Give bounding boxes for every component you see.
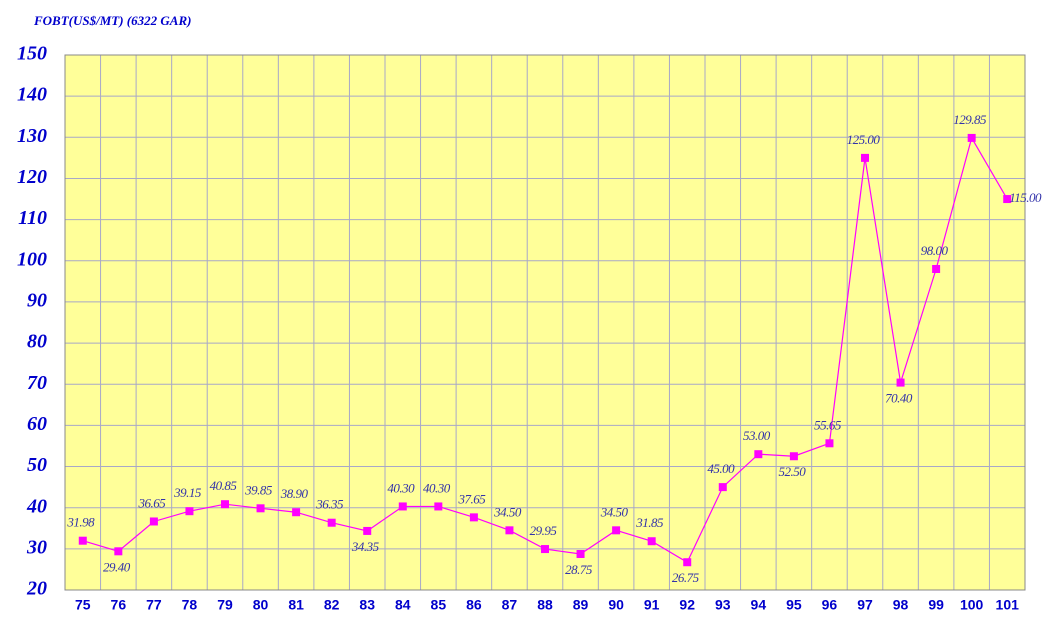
value-label: 29.95 (530, 523, 558, 538)
value-label: 36.35 (315, 497, 344, 512)
marker (647, 537, 656, 546)
marker (185, 507, 194, 516)
marker (932, 265, 941, 273)
value-label: 53.00 (743, 428, 771, 443)
x-tick-label: 82 (324, 597, 340, 613)
marker (114, 547, 123, 556)
value-label: 129.85 (953, 112, 987, 127)
y-tick-label: 150 (17, 43, 47, 65)
x-tick-label: 90 (608, 597, 624, 613)
marker (612, 526, 621, 535)
marker (754, 450, 763, 459)
x-tick-label: 92 (679, 597, 695, 613)
marker (434, 502, 443, 511)
value-label: 55.65 (814, 417, 842, 432)
y-tick-label: 90 (27, 290, 47, 312)
plot-area (65, 55, 1025, 590)
marker (505, 526, 514, 535)
x-tick-label: 77 (146, 597, 162, 613)
marker (683, 558, 692, 567)
value-label: 52.50 (779, 464, 807, 479)
x-tick-label: 94 (751, 597, 767, 613)
chart-title: FOBT(US$/MT) (6322 GAR) (33, 13, 191, 28)
value-label: 36.65 (138, 495, 167, 510)
marker (1003, 195, 1012, 204)
y-tick-label: 120 (17, 166, 47, 188)
y-tick-label: 20 (26, 578, 47, 600)
x-tick-label: 99 (928, 597, 944, 613)
y-tick-label: 100 (17, 248, 47, 270)
value-label: 28.75 (565, 562, 593, 577)
marker (541, 545, 549, 554)
value-label: 34.50 (493, 504, 522, 519)
value-label: 26.75 (672, 570, 700, 585)
x-tick-label: 86 (466, 597, 482, 613)
value-label: 70.40 (885, 391, 913, 406)
x-tick-label: 95 (786, 597, 802, 613)
x-tick-label: 78 (182, 597, 198, 613)
x-tick-label: 100 (960, 597, 984, 613)
marker (292, 508, 301, 517)
value-label: 40.30 (423, 480, 451, 495)
value-label: 40.30 (387, 480, 415, 495)
marker (718, 483, 727, 492)
plot-border (64, 54, 1026, 591)
x-tick-label: 75 (75, 597, 91, 613)
value-label: 31.85 (635, 515, 664, 530)
y-tick-label: 80 (27, 331, 47, 353)
marker (967, 133, 976, 142)
x-tick-label: 76 (111, 597, 127, 613)
x-tick-label: 85 (431, 597, 447, 613)
marker (78, 536, 87, 545)
value-label: 39.15 (173, 485, 202, 500)
y-tick-label: 60 (27, 413, 47, 435)
y-tick-label: 30 (26, 536, 47, 558)
value-label: 39.85 (244, 482, 273, 497)
x-tick-label: 81 (288, 597, 304, 613)
x-tick-label: 79 (217, 597, 233, 613)
x-tick-label: 88 (537, 597, 553, 613)
marker (825, 439, 834, 448)
x-tick-label: 91 (644, 597, 660, 613)
value-label: 45.00 (707, 461, 735, 476)
value-label: 34.35 (351, 539, 380, 554)
y-tick-label: 40 (26, 495, 47, 517)
x-tick-label: 87 (502, 597, 518, 613)
marker (789, 452, 798, 461)
marker (896, 378, 905, 387)
marker (398, 502, 407, 511)
marker (256, 504, 265, 513)
marker (861, 153, 869, 162)
x-tick-label: 89 (573, 597, 589, 613)
y-tick-label: 140 (17, 84, 47, 106)
value-label: 40.85 (210, 478, 238, 493)
marker (221, 500, 229, 509)
x-tick-label: 83 (359, 597, 375, 613)
value-label: 125.00 (847, 132, 881, 147)
x-tick-label: 80 (253, 597, 269, 613)
x-tick-label: 97 (857, 597, 873, 613)
value-label: 98.00 (921, 243, 949, 258)
value-label: 29.40 (103, 559, 131, 574)
value-label: 34.50 (600, 504, 629, 519)
value-label: 38.90 (280, 486, 309, 501)
y-tick-label: 110 (18, 207, 47, 229)
marker (469, 513, 478, 522)
x-tick-label: 96 (822, 597, 838, 613)
y-tick-label: 50 (27, 454, 47, 476)
value-label: 31.98 (66, 515, 95, 530)
x-tick-label: 84 (395, 597, 411, 613)
marker (149, 517, 158, 526)
x-tick-label: 98 (893, 597, 909, 613)
marker (576, 549, 585, 558)
x-tick-label: 101 (996, 597, 1020, 613)
y-tick-label: 70 (27, 372, 47, 394)
marker (363, 526, 372, 535)
value-label: 115.00 (1009, 190, 1042, 205)
y-tick-label: 130 (17, 125, 47, 147)
value-label: 37.65 (458, 491, 487, 506)
x-tick-label: 93 (715, 597, 731, 613)
marker (327, 518, 336, 527)
